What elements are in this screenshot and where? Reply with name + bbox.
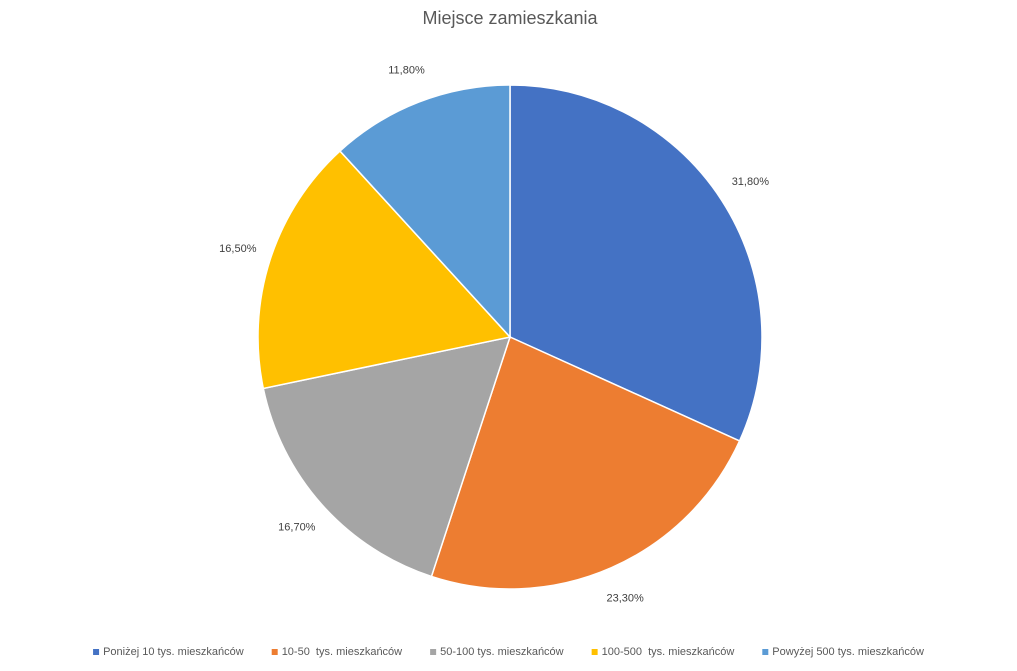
data-label: 16,70% — [278, 522, 316, 534]
legend-swatch — [430, 649, 437, 655]
legend-label: 10-50 tys. mieszkańców — [282, 646, 402, 658]
data-label: 16,50% — [219, 243, 257, 255]
legend-label: Poniżej 10 tys. mieszkańców — [103, 646, 244, 658]
pie-slice — [430, 335, 741, 590]
legend-swatch — [271, 649, 278, 655]
chart-title: Miejsce zamieszkania — [422, 8, 598, 28]
legend-label: 100-500 tys. mieszkańców — [602, 646, 735, 658]
legend-swatch — [591, 649, 598, 655]
data-label: 11,80% — [388, 64, 425, 76]
legend-label: 50-100 tys. mieszkańców — [440, 646, 564, 658]
pie-slice — [257, 149, 512, 390]
legend-swatch — [93, 649, 100, 655]
legend-label: Powyżej 500 tys. mieszkańców — [772, 646, 924, 658]
legend-swatch — [762, 649, 769, 655]
data-label: 31,80% — [732, 176, 770, 188]
pie-slice — [338, 84, 511, 339]
pie-slice — [262, 336, 512, 578]
data-label: 23,30% — [606, 593, 644, 605]
pie-slice — [509, 84, 763, 442]
